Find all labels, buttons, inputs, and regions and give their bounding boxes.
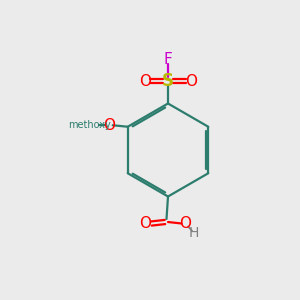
- Text: S: S: [162, 72, 174, 90]
- Text: O: O: [139, 74, 151, 88]
- Text: O: O: [179, 216, 191, 231]
- Text: O: O: [103, 118, 115, 133]
- Text: O: O: [185, 74, 197, 88]
- Text: F: F: [164, 52, 172, 68]
- Text: O: O: [140, 216, 152, 231]
- Text: methoxy: methoxy: [68, 120, 111, 130]
- Text: H: H: [188, 226, 199, 240]
